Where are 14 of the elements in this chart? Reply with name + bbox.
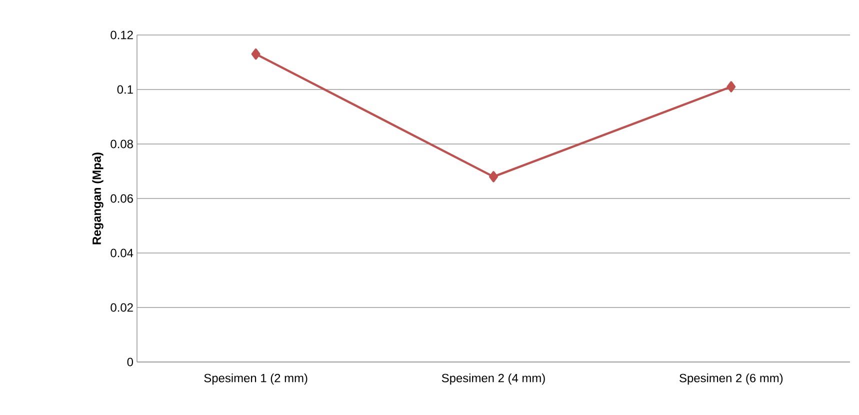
point: [251, 48, 260, 60]
point: [489, 171, 498, 182]
y-tick-label: 0.1: [117, 85, 133, 94]
x-tick-label: Spesimen 2 (4 mm): [442, 374, 545, 385]
x-tick-label: Spesimen 1 (2 mm): [204, 374, 308, 385]
y-axis-title: Regangan (Mpa): [92, 152, 104, 244]
y-tick-label: 0.08: [110, 140, 133, 148]
y-tick-label: 0.04: [110, 248, 134, 258]
y-tick-label: 0: [127, 358, 134, 366]
y-tick-label: 0.12: [110, 30, 133, 40]
y-tick-label: 0.06: [110, 194, 133, 203]
point: [726, 81, 736, 92]
x-tick-label: Spesimen 2 (6 mm): [680, 374, 783, 385]
y-tick-label: 0.02: [110, 303, 133, 312]
